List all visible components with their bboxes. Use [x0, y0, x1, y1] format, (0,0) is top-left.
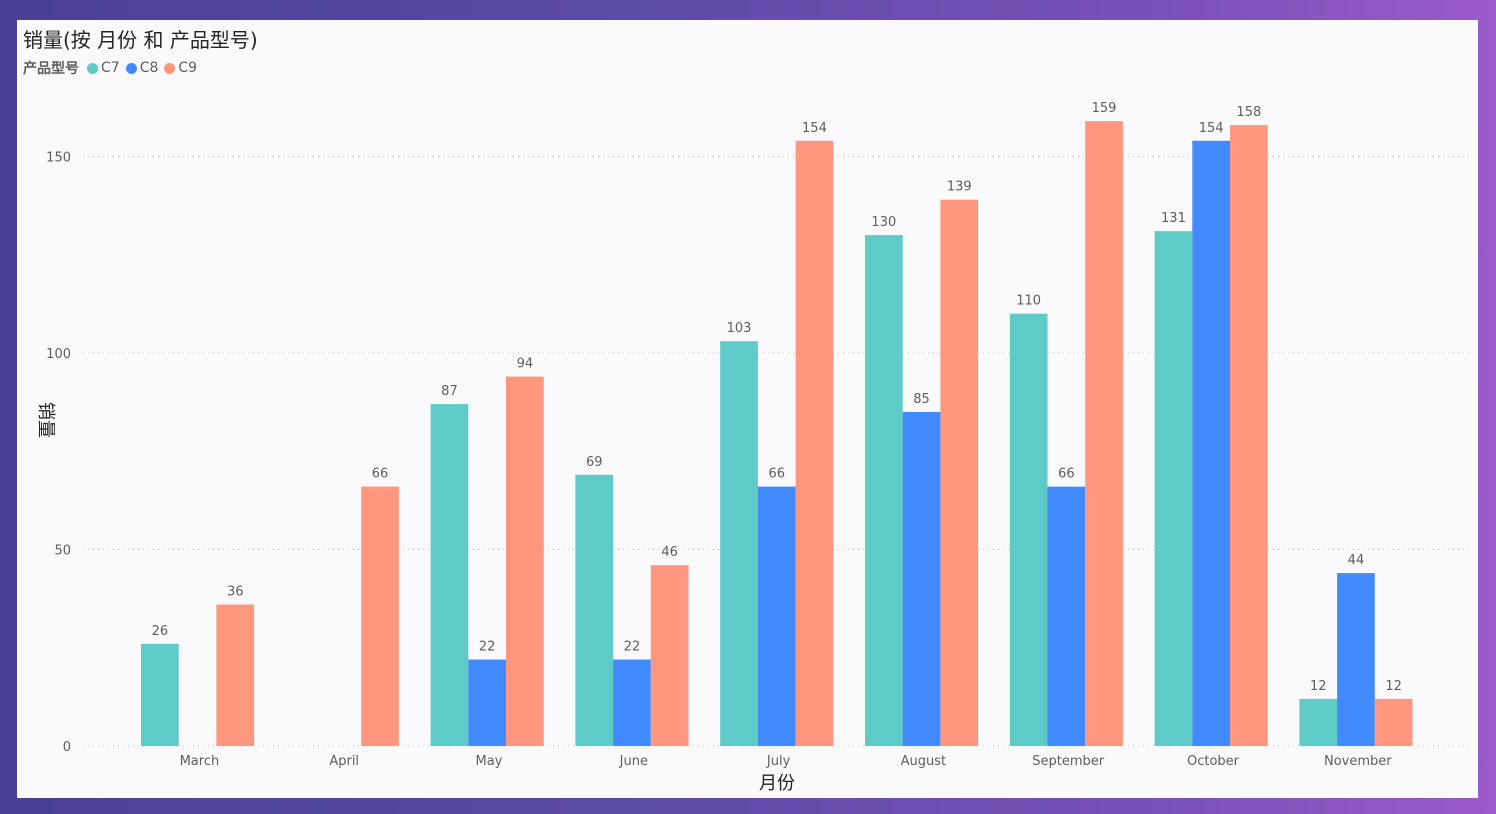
bar-c7[interactable]	[865, 235, 903, 746]
data-label: 66	[1058, 467, 1075, 482]
bar-c9[interactable]	[1374, 698, 1413, 746]
bar-c9[interactable]	[361, 486, 399, 746]
data-label: 87	[441, 384, 458, 399]
x-tick-label: June	[619, 754, 648, 769]
data-label: 26	[152, 624, 169, 639]
data-label: 154	[802, 121, 827, 136]
data-label: 110	[1016, 294, 1041, 309]
data-label: 44	[1348, 553, 1365, 568]
legend: 产品型号 C7 C8 C9	[23, 59, 203, 77]
bar-c8[interactable]	[902, 411, 941, 746]
data-label: 12	[1385, 679, 1402, 694]
bar-c9[interactable]	[1230, 125, 1268, 746]
x-tick-label: July	[766, 754, 791, 769]
legend-dot-c9	[164, 62, 176, 74]
data-label: 69	[586, 455, 603, 470]
legend-label-c9: C9	[178, 60, 198, 76]
data-label: 66	[768, 467, 785, 482]
legend-label-c8: C8	[139, 60, 159, 76]
x-tick-label: November	[1324, 754, 1392, 769]
y-tick-label: 0	[63, 740, 71, 755]
x-tick-label: March	[180, 754, 220, 769]
data-label: 130	[871, 215, 896, 230]
bar-c8[interactable]	[613, 659, 651, 746]
legend-dot-c8	[125, 62, 137, 74]
y-tick-label: 150	[46, 151, 71, 166]
bar-c8[interactable]	[1047, 486, 1086, 746]
data-label: 46	[661, 545, 678, 560]
data-label: 12	[1310, 679, 1327, 694]
data-label: 85	[913, 392, 930, 407]
legend-dot-c7	[87, 62, 98, 74]
y-tick-label: 100	[46, 347, 71, 362]
legend-item-c8[interactable]: C8	[125, 60, 159, 76]
bar-c9[interactable]	[650, 565, 689, 746]
y-tick-label: 50	[54, 544, 71, 559]
data-label: 66	[372, 467, 389, 482]
legend-item-c9[interactable]: C9	[164, 60, 197, 76]
data-label: 94	[517, 357, 534, 372]
legend-item-c7[interactable]: C7	[87, 60, 120, 76]
data-label: 158	[1236, 105, 1261, 120]
bar-c7[interactable]	[575, 474, 614, 746]
x-tick-label: September	[1032, 754, 1105, 769]
data-label: 22	[624, 640, 641, 655]
chart-title: 销量(按 月份 和 产品型号)	[23, 28, 258, 52]
bar-c8[interactable]	[1337, 573, 1375, 746]
bar-c8[interactable]	[468, 659, 506, 746]
legend-title: 产品型号	[23, 61, 79, 77]
y-axis-title: 销量	[35, 402, 56, 438]
bar-c9[interactable]	[506, 376, 544, 746]
x-tick-label: August	[901, 754, 947, 769]
data-label: 139	[947, 180, 972, 195]
bar-c8[interactable]	[757, 486, 796, 746]
bar-c7[interactable]	[1154, 231, 1193, 747]
x-tick-label: October	[1187, 754, 1240, 769]
bar-c7[interactable]	[720, 341, 758, 746]
x-axis-title: 月份	[759, 773, 795, 794]
data-label: 36	[227, 585, 244, 600]
data-label: 154	[1199, 121, 1224, 136]
bar-c7[interactable]	[141, 643, 179, 746]
bar-c9[interactable]	[940, 199, 979, 747]
data-label: 159	[1092, 101, 1117, 116]
data-label: 22	[479, 640, 496, 655]
bar-c9[interactable]	[1085, 121, 1123, 746]
legend-label-c7: C7	[101, 60, 120, 76]
data-label: 131	[1161, 211, 1186, 226]
bar-c9[interactable]	[795, 140, 834, 746]
x-tick-label: May	[476, 754, 503, 769]
x-tick-label: April	[329, 754, 359, 769]
data-label: 103	[727, 321, 752, 336]
bar-c7[interactable]	[1299, 698, 1338, 746]
bar-c9[interactable]	[216, 604, 255, 746]
bar-c7[interactable]	[430, 404, 469, 746]
bar-c7[interactable]	[1009, 313, 1048, 746]
bar-c8[interactable]	[1192, 140, 1230, 746]
